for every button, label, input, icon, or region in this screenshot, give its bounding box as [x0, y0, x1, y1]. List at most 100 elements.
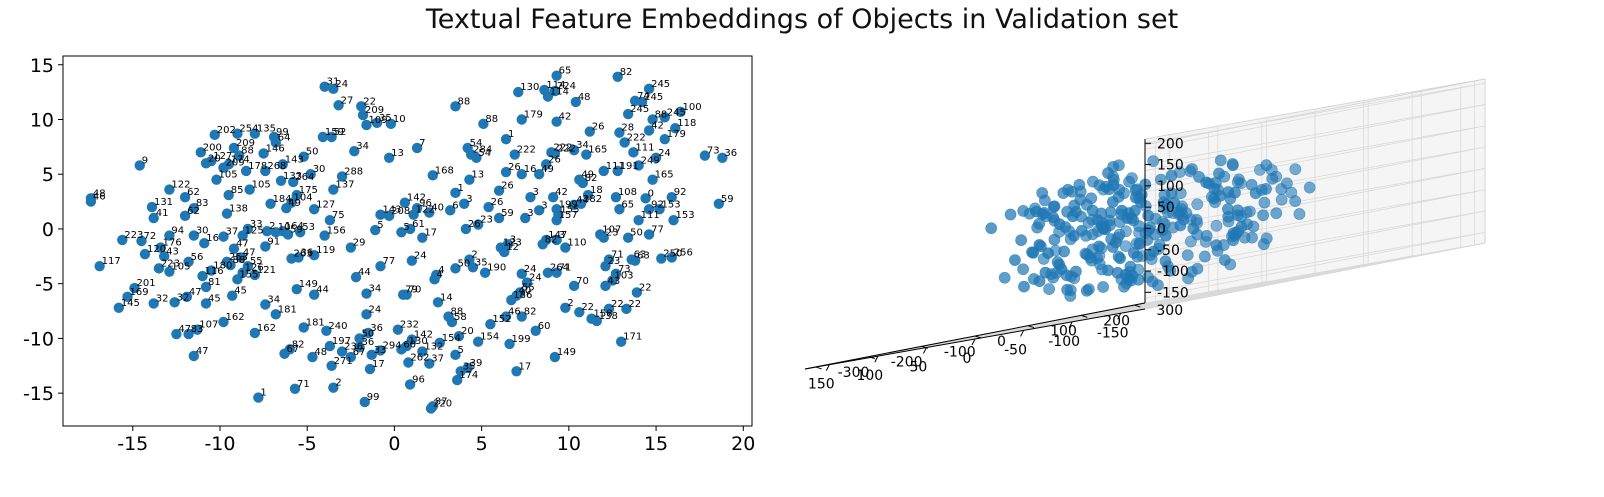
scatter-point-97 — [452, 374, 463, 386]
scatter3d-point-262 — [1075, 224, 1088, 237]
scatter3d-point-235 — [998, 271, 1011, 284]
scatter-point-125 — [603, 254, 615, 265]
point-label-197: 245 — [644, 92, 663, 103]
point-label-213: 54 — [470, 138, 483, 149]
x-tick-label: 5 — [476, 433, 488, 455]
x-axis-line — [804, 308, 1146, 370]
scatter3d-point-283 — [1091, 214, 1104, 226]
scatter3d-point-274 — [1039, 266, 1052, 279]
point-label-20: 30 — [196, 226, 209, 237]
scatter3d-point-108 — [1115, 273, 1128, 286]
point-label-160: 49 — [581, 170, 594, 181]
scatter-point-141 — [458, 198, 470, 209]
point-label-214: 54 — [478, 148, 491, 159]
point-label-77: 220 — [433, 398, 452, 409]
point-label-13: 202 — [217, 125, 236, 136]
point-label-111: 71 — [559, 263, 572, 274]
scatter3d-point-177 — [1080, 198, 1093, 211]
x-axis-ticks: -15 -10 -5 0 5 10 15 20 — [117, 426, 755, 455]
scatter-point-164 — [533, 169, 545, 180]
point-label-116: 138 — [599, 311, 618, 322]
y-tick-label: -5 — [35, 274, 54, 296]
scatter3d-point-187 — [1172, 208, 1185, 221]
point-label-104: 149 — [557, 347, 576, 358]
scatter3d-point-4 — [1232, 225, 1245, 238]
scatter-point-263 — [260, 241, 271, 252]
scatter-point-45 — [188, 350, 200, 362]
point-label-59: 33 — [374, 345, 387, 356]
x-tick-label: -5 — [298, 433, 317, 455]
point-label-289: 40 — [431, 203, 444, 214]
point-label-220: 34 — [356, 141, 369, 152]
scatter3d-point-199 — [1075, 210, 1087, 223]
scatter-point-220 — [349, 146, 360, 157]
scatter3d-point-205 — [1124, 260, 1137, 273]
scatter-point-40 — [171, 328, 182, 340]
scatter3d-point-39 — [1222, 215, 1235, 228]
point-label-67: 17 — [372, 359, 385, 370]
point-label-229: 159 — [325, 127, 344, 138]
scatter-point-48 — [253, 392, 264, 403]
scatter3d-point-44 — [1246, 231, 1258, 244]
scatter-point-43 — [218, 316, 229, 328]
point-label-258: 10 — [278, 222, 291, 233]
scatter3d-point-267 — [1114, 252, 1126, 265]
point-label-82: 4 — [437, 269, 443, 280]
scatter3d-point-45 — [1173, 166, 1186, 179]
point-label-167: 222 — [553, 142, 572, 153]
point-label-221: 27 — [341, 95, 354, 106]
point-label-49: 71 — [297, 379, 310, 390]
point-label-206: 224 — [557, 81, 576, 92]
y-axis-ticks: -15 -10 -5 0 5 10 15 — [23, 55, 63, 405]
scatter-point-92 — [453, 331, 465, 342]
point-label-105: 186 — [513, 290, 532, 301]
scatter-point-21 — [199, 237, 210, 249]
scatter-point-205 — [542, 91, 554, 102]
scatter3d-point-106 — [1148, 228, 1161, 241]
scatter-point-114 — [574, 306, 585, 318]
scatter3d-point-91 — [1113, 228, 1126, 241]
scatter3d-point-79 — [1118, 187, 1130, 200]
figure-title: Textual Feature Embeddings of Objects in… — [425, 4, 1179, 35]
point-label-196: 74 — [637, 91, 650, 102]
scatter3d-point-207 — [1031, 221, 1044, 234]
point-label-246: 268 — [267, 161, 286, 172]
scatter3d-point-2 — [1231, 176, 1244, 189]
scatter3d-point-132 — [1193, 171, 1205, 183]
scatter-point-250 — [233, 150, 245, 161]
z3d-tick-label: 150 — [1157, 158, 1184, 174]
z3d-tick-label: -150 — [1157, 285, 1189, 301]
scatter-point-49 — [289, 383, 301, 394]
scatter3d-point-53 — [1119, 240, 1132, 252]
scatter-point-93 — [472, 336, 484, 347]
scatter3d-point-227 — [1126, 269, 1139, 282]
scatter3d-point-198 — [1047, 271, 1059, 284]
scatter3d-point-228 — [1095, 207, 1108, 220]
point-label-5: 72 — [143, 231, 156, 242]
point-label-131: 3 — [510, 234, 516, 245]
scatter3d-point-276 — [1033, 275, 1046, 288]
scatter3d-point-281 — [1053, 258, 1066, 271]
scatter-point-56 — [336, 346, 348, 357]
scatter3d-point-145 — [1045, 268, 1058, 281]
scatter3d-point-201 — [1104, 206, 1117, 219]
point-label-239: 175 — [299, 185, 318, 196]
scatter3d-point-238 — [1099, 180, 1112, 193]
point-label-211: 88 — [485, 114, 498, 125]
point-label-1: 46 — [93, 192, 106, 203]
scatter-point-119 — [631, 287, 643, 298]
point-label-90: 35 — [475, 257, 488, 268]
grid-line-y — [1081, 91, 1422, 316]
scatter3d-point-247 — [1099, 223, 1112, 236]
grid-line-z — [1144, 168, 1486, 235]
scatter3d-point-99 — [1091, 252, 1103, 265]
point-label-60: 2 — [335, 378, 341, 389]
scatter-point-178 — [643, 125, 655, 136]
point-label-163: 16 — [524, 164, 537, 175]
scatter-point-35 — [148, 298, 159, 309]
point-label-188: 92 — [674, 187, 687, 198]
scatter-point-127 — [629, 255, 641, 266]
grid-line-x — [1120, 83, 1462, 314]
point-label-21: 16 — [206, 233, 219, 244]
point-label-260: 59 — [290, 224, 303, 235]
